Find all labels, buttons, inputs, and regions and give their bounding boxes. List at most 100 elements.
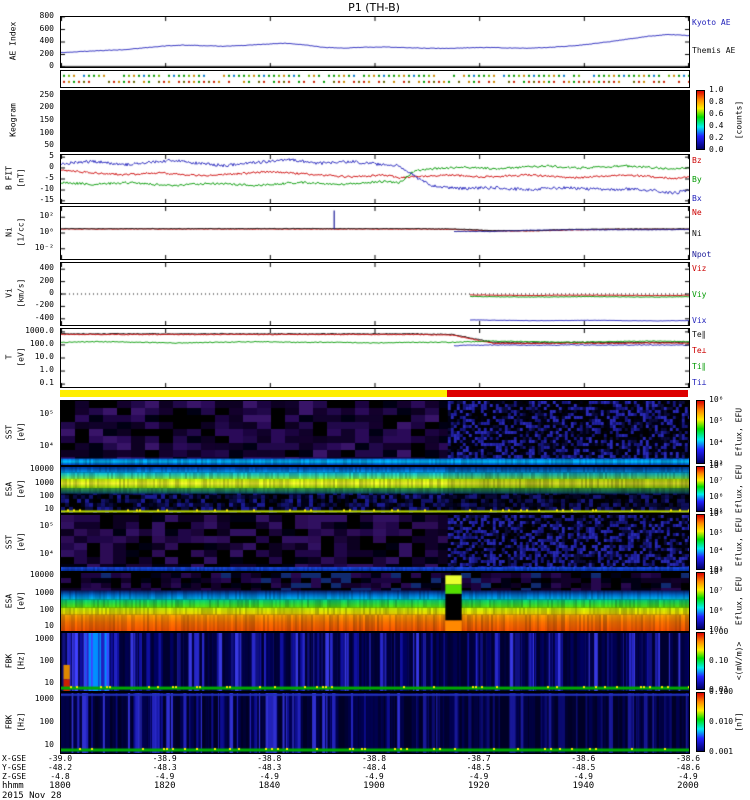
esa_ion-plot-canvas — [60, 466, 690, 514]
y-tick-label: 600 — [39, 23, 54, 33]
axis-value: 1900 — [363, 781, 385, 791]
y-tick-label: 10.0 — [34, 352, 54, 361]
series-label: Vix — [692, 316, 707, 325]
y-axis-label: ESA — [4, 593, 14, 609]
panel-b-fit: 5 0 -5 -10 -15 B FIT [nT] Bz By Bx — [0, 152, 750, 204]
colorbar — [696, 466, 705, 512]
axis-value: 1920 — [467, 781, 490, 791]
y-tick-label: 10⁻² — [34, 242, 54, 252]
y-axis-label: SST — [4, 534, 14, 550]
y-tick-label: -200 — [34, 300, 54, 310]
y-tick-label: 150 — [39, 115, 54, 124]
y-axis-unit: [nT] — [16, 168, 26, 188]
colorbar-tick: 10⁶ — [709, 491, 724, 501]
panel-station-flags — [0, 70, 750, 88]
colorbar — [696, 514, 705, 570]
y-axis-unit: [eV] — [16, 347, 26, 367]
panel-keogram: 250 200 150 100 50 Keogram 1.0 0.8 0.6 0.4 0.2 0.0 [… — [0, 86, 750, 154]
y-tick-label: 0 — [49, 161, 54, 171]
colorbar-tick: 0.010 — [709, 717, 734, 726]
panel-fbk-efield-spectrogram: 1000 100 10 FBK [Hz] 1.00 0.10 0.01 <(mV/m)> — [0, 628, 750, 694]
colorbar — [696, 632, 705, 690]
y-tick-label: 1000 — [34, 694, 54, 704]
colorbar-tick: 0.01 — [709, 685, 729, 694]
sst_elec-plot-canvas — [60, 514, 690, 572]
y-tick-label: 50 — [44, 140, 54, 150]
y-axis-unit: [Hz] — [16, 712, 26, 732]
y-tick-label: 0 — [49, 61, 54, 70]
colorbar-tick: 10⁷ — [709, 476, 724, 486]
colorbar-tick: 10⁷ — [709, 586, 724, 596]
y-axis-label: FBK — [4, 653, 14, 669]
panel-sst-ion-spectrogram: 10⁵ 10⁴ SST [eV] 10⁶ 10⁵ 10⁴ 10³ Eflux, EFU — [0, 396, 750, 468]
y-tick-label: -5 — [44, 173, 54, 182]
colorbar-tick: 10⁸ — [709, 461, 724, 470]
series-label: By — [692, 175, 702, 184]
survey-mode-bar — [0, 390, 750, 397]
keogram-plot-canvas — [60, 90, 690, 152]
series-label: Viy — [692, 290, 707, 299]
fbk_eac-plot-canvas — [60, 632, 690, 692]
y-tick-label: 100 — [39, 127, 54, 137]
axis-value: 1800 — [49, 781, 71, 791]
y-tick-label: -10 — [39, 184, 54, 194]
y-axis-label: SST — [4, 424, 14, 440]
colorbar-label: [nT] — [734, 712, 744, 732]
axis-row-label: X-GSE — [2, 754, 27, 763]
panel-esa-ion-spectrogram: 10000 1000 100 10 ESA [eV] 10⁸ 10⁷ 10⁶ 10⁵ Eflux, … — [0, 462, 750, 516]
axis-value: -4.9 — [678, 772, 698, 781]
y-axis-unit: [Hz] — [16, 651, 26, 671]
plot-title: P1 (TH-B) — [348, 1, 400, 14]
y-tick-label: 100 — [39, 604, 54, 614]
axis-value: -48.3 — [257, 763, 282, 772]
series-label: Te∥ — [692, 330, 706, 339]
axis-value: 2000 — [677, 781, 699, 791]
colorbar-tick: 10⁵ — [709, 527, 724, 537]
y-axis-label: B FIT — [4, 165, 14, 191]
axis-value: -38.9 — [152, 754, 177, 763]
y-tick-label: 1000 — [34, 633, 54, 643]
y-tick-label: 1000 — [34, 477, 54, 487]
colorbar — [696, 90, 705, 150]
axis-value: -48.6 — [675, 763, 701, 772]
colorbar-tick: 10⁵ — [709, 507, 724, 516]
y-axis-unit: [1/cc] — [16, 217, 26, 247]
y-tick-label: 400 — [39, 36, 54, 45]
colorbar-label: [counts] — [734, 100, 744, 140]
y-tick-label: 400 — [39, 263, 54, 273]
series-label: Ti⊥ — [692, 378, 707, 387]
axis-value: -48.2 — [47, 763, 73, 772]
y-axis-unit: [eV] — [16, 479, 26, 499]
y-tick-label: 10000 — [29, 570, 54, 580]
panel-ae-index: 800 600 400 200 0 AE Index Kyoto AE Themis AE — [0, 12, 750, 70]
y-axis-label: Vi — [4, 288, 14, 298]
vi-plot-canvas — [60, 262, 690, 326]
series-label: Themis AE — [692, 46, 736, 55]
colorbar-tick: 0.4 — [709, 121, 724, 130]
y-tick-label: 10⁴ — [39, 549, 54, 559]
y-tick-label: -15 — [39, 194, 54, 204]
colorbar-tick: 0.2 — [709, 133, 724, 142]
axis-value: -48.5 — [571, 763, 596, 772]
y-axis-unit: [eV] — [16, 532, 26, 552]
colorbar-label: Eflux, EFU — [734, 407, 744, 457]
sst_ion-plot-canvas — [60, 400, 690, 466]
series-label: Bx — [692, 194, 702, 203]
series-label: Viz — [692, 264, 707, 273]
survey-segment — [446, 390, 688, 397]
colorbar-tick: 10⁴ — [709, 546, 724, 556]
axis-value: -38.8 — [361, 754, 387, 763]
y-tick-label: 1000.0 — [25, 325, 54, 335]
ae-plot-canvas — [60, 16, 690, 68]
y-axis-unit: [eV] — [16, 422, 26, 442]
colorbar-tick: 10³ — [709, 459, 724, 468]
colorbar-tick: 0.001 — [709, 747, 734, 756]
y-tick-label: 10000 — [29, 463, 54, 473]
colorbar-label: Eflux, EFU — [734, 517, 744, 567]
panel-density: 10² 10⁰ 10⁻² Ni [1/cc] Ne Ni Npot — [0, 206, 750, 260]
y-tick-label: 10 — [44, 620, 54, 630]
y-axis-label: Keogram — [8, 103, 18, 137]
stations-plot-canvas — [60, 70, 690, 88]
y-tick-label: 10 — [44, 678, 54, 688]
